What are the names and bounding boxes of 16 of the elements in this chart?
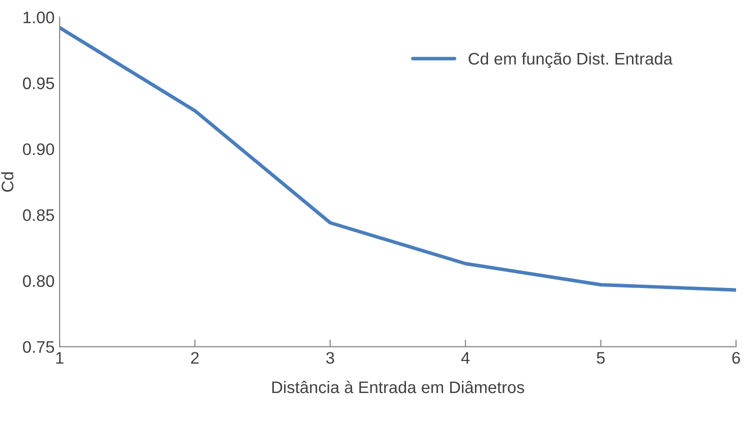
line-series	[60, 26, 736, 292]
y-axis-title: Cd	[1, 172, 14, 192]
y-tick-label: 0.75	[22, 341, 54, 353]
x-tick-label: 5	[596, 352, 605, 364]
y-tick-label: 0.85	[22, 209, 54, 222]
x-tick-label: 2	[191, 352, 199, 364]
legend-label: Cd em função Dist. Entrada	[468, 52, 673, 68]
x-tick-label: 3	[326, 352, 334, 364]
x-tick-label: 6	[732, 352, 740, 364]
y-tick-label: 0.95	[22, 77, 54, 90]
y-tick-label: 1.00	[24, 12, 54, 24]
x-axis-title: Distância à Entrada em Diâmetros	[272, 380, 524, 394]
x-tick-label: 4	[461, 352, 470, 364]
x-tick-label: 1	[56, 352, 64, 364]
y-tick-label: 0.80	[22, 275, 54, 287]
y-tick-label: 0.90	[22, 143, 54, 156]
